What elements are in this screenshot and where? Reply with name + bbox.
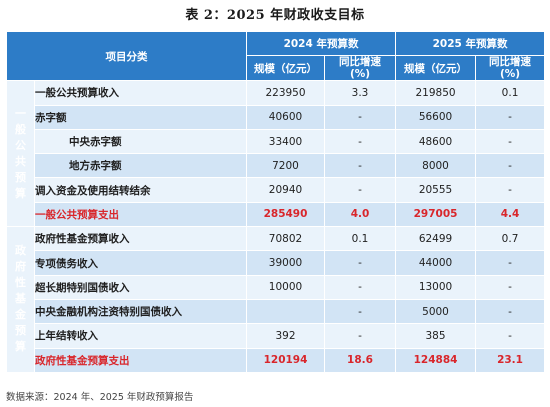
table-row-total: 一般公共预算支出 285490 4.0 297005 4.4 <box>7 201 546 228</box>
cell-2025-growth: - <box>475 104 546 130</box>
section-label-general: 一般公共预算 <box>6 80 35 228</box>
cell-2025-scale: 8000 <box>395 153 477 179</box>
row-name: 一般公共预算支出 <box>34 201 247 228</box>
cell-2024-growth: 0.1 <box>323 226 397 252</box>
row-name: 一般公共预算收入 <box>34 80 247 106</box>
cell-2024-scale: 33400 <box>246 128 325 155</box>
row-name: 政府性基金预算支出 <box>34 347 247 373</box>
section-text: 一般公共预算 <box>15 106 26 200</box>
cell-2024-scale: 39000 <box>246 250 325 276</box>
data-source-note: 数据来源：2024 年、2025 年财政预算报告 <box>6 392 194 403</box>
cell-2024-growth: - <box>323 177 397 203</box>
cell-2025-scale: 219850 <box>395 80 477 106</box>
header-item-category: 项目分类 <box>6 30 247 82</box>
table-row: 上年结转收入 392 - 385 - <box>7 323 546 349</box>
cell-2025-growth: 23.1 <box>475 347 546 373</box>
table-row: 调入资金及使用结转结余 20940 - 20555 - <box>7 177 546 203</box>
growth-label: 同比增速 <box>339 56 381 69</box>
row-name: 调入资金及使用结转结余 <box>34 177 247 203</box>
cell-2025-growth: 0.7 <box>475 226 546 252</box>
cell-2024-scale: 392 <box>246 323 325 349</box>
header-2025: 2025 年预算数 <box>395 30 546 57</box>
budget-table: 项目分类 2024 年预算数 2025 年预算数 规模（亿元） 同比增速 (%)… <box>6 30 546 373</box>
cell-2024-scale <box>246 298 325 325</box>
section-text: 政府性基金预算 <box>15 244 26 354</box>
cell-2025-scale: 124884 <box>395 347 477 373</box>
cell-2024-growth: - <box>323 128 397 155</box>
row-name: 上年结转收入 <box>34 323 247 349</box>
header-2024-scale: 规模（亿元） <box>246 55 325 82</box>
cell-2024-growth: 4.0 <box>323 201 397 228</box>
header-2025-growth: 同比增速 (%) <box>475 55 546 82</box>
cell-2025-growth: 4.4 <box>475 201 546 228</box>
cell-2024-growth: - <box>323 153 397 179</box>
cell-2024-scale: 7200 <box>246 153 325 179</box>
cell-2025-growth: - <box>475 298 546 325</box>
section-label-fund: 政府性基金预算 <box>6 226 35 373</box>
cell-2024-scale: 223950 <box>246 80 325 106</box>
cell-2025-scale: 13000 <box>395 274 477 300</box>
header-2024-growth: 同比增速 (%) <box>323 55 397 82</box>
cell-2025-growth: - <box>475 323 546 349</box>
row-name: 中央赤字额 <box>34 128 247 155</box>
cell-2025-scale: 48600 <box>395 128 477 155</box>
cell-2024-scale: 40600 <box>246 104 325 130</box>
cell-2025-scale: 44000 <box>395 250 477 276</box>
row-name: 专项债务收入 <box>34 250 247 276</box>
cell-2024-scale: 70802 <box>246 226 325 252</box>
cell-2024-scale: 285490 <box>246 201 325 228</box>
cell-2025-scale: 20555 <box>395 177 477 203</box>
cell-2024-growth: - <box>323 104 397 130</box>
cell-2024-scale: 10000 <box>246 274 325 300</box>
cell-2024-scale: 20940 <box>246 177 325 203</box>
table-row: 中央金融机构注资特别国债收入 - 5000 - <box>7 298 546 325</box>
cell-2024-growth: - <box>323 274 397 300</box>
cell-2024-scale: 120194 <box>246 347 325 373</box>
row-name: 地方赤字额 <box>34 153 247 179</box>
cell-2024-growth: 3.3 <box>323 80 397 106</box>
cell-2025-growth: - <box>475 250 546 276</box>
row-name: 中央金融机构注资特别国债收入 <box>34 298 247 325</box>
cell-2024-growth: - <box>323 298 397 325</box>
cell-2024-growth: 18.6 <box>323 347 397 373</box>
growth-label: 同比增速 <box>489 56 532 69</box>
cell-2025-scale: 297005 <box>395 201 477 228</box>
growth-unit: (%) <box>349 68 371 81</box>
row-name: 政府性基金预算收入 <box>34 226 247 252</box>
table-row: 中央赤字额 33400 - 48600 - <box>7 128 546 155</box>
table-row: 赤字额 40600 - 56600 - <box>7 104 546 130</box>
cell-2025-scale: 5000 <box>395 298 477 325</box>
cell-2025-scale: 56600 <box>395 104 477 130</box>
table-row-total: 政府性基金预算支出 120194 18.6 124884 23.1 <box>7 347 546 373</box>
cell-2025-scale: 62499 <box>395 226 477 252</box>
table-title: 表 2：2025 年财政收支目标 <box>185 8 365 23</box>
row-name: 超长期特别国债收入 <box>34 274 247 300</box>
table-row: 一般公共预算 一般公共预算收入 223950 3.3 219850 0.1 <box>6 80 546 228</box>
cell-2025-growth: 0.1 <box>475 80 546 106</box>
growth-unit: (%) <box>499 68 521 81</box>
cell-2025-growth: - <box>475 128 546 155</box>
cell-2024-growth: - <box>323 323 397 349</box>
table-row: 政府性基金预算 政府性基金预算收入 70802 0.1 62499 0.7 <box>6 226 546 373</box>
cell-2024-growth: - <box>323 250 397 276</box>
header-2024: 2024 年预算数 <box>245 30 397 57</box>
header-2025-scale: 规模（亿元） <box>395 55 477 82</box>
cell-2025-scale: 385 <box>395 323 477 349</box>
table-row: 专项债务收入 39000 - 44000 - <box>7 250 546 276</box>
row-name: 赤字额 <box>34 104 247 130</box>
cell-2025-growth: - <box>475 177 546 203</box>
cell-2025-growth: - <box>475 153 546 179</box>
table-row: 超长期特别国债收入 10000 - 13000 - <box>7 274 546 300</box>
cell-2025-growth: - <box>475 274 546 300</box>
table-row: 地方赤字额 7200 - 8000 - <box>7 153 546 179</box>
